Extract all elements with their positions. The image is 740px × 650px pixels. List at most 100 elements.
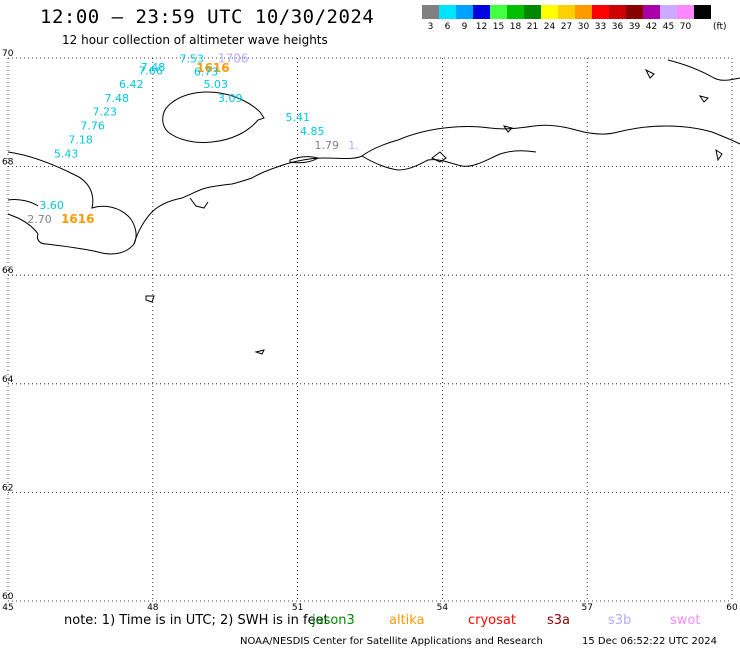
- axis-tick-labels: 45 48 51 54 57 60 70 68 66 64 62 60: [2, 49, 738, 613]
- legend-label: 42: [645, 22, 658, 32]
- legend-swatch: [558, 5, 575, 19]
- legend-swatch: [609, 5, 626, 19]
- wave-height-label: 7.53: [179, 52, 204, 65]
- wave-height-label: 7.23: [92, 106, 117, 119]
- legend-label: 9: [461, 22, 468, 32]
- wave-height-label: 7.48: [105, 92, 129, 105]
- legend-label: 45: [662, 22, 675, 32]
- mainland-north-coast: [133, 124, 740, 245]
- legend-item: 30: [575, 5, 592, 32]
- wave-height-label: 1616: [196, 61, 229, 75]
- small-island-1: [431, 151, 447, 163]
- wave-height-legend: 3 6 9 12 15 18 21 24 27 30 33 36 39 42 4…: [422, 5, 727, 32]
- legend-swatch: [592, 5, 609, 19]
- legend-item: 9: [456, 5, 473, 32]
- wave-height-label: 1.79: [314, 139, 339, 152]
- legend-label: 3: [427, 22, 434, 32]
- legend-swatch: [473, 5, 490, 19]
- legend-item: 39: [626, 5, 643, 32]
- credit-text: NOAA/NESDIS Center for Satellite Applica…: [240, 636, 543, 647]
- wave-height-label: 4.85: [300, 125, 325, 138]
- lon-tick-label: 45: [2, 603, 13, 613]
- legend-label: 6: [444, 22, 451, 32]
- sat-s3b: s3b: [608, 613, 632, 628]
- legend-swatch: [541, 5, 558, 19]
- lon-tick-label: 48: [147, 603, 159, 613]
- mezen-coast: [7, 199, 39, 207]
- islet-48E-66N: [145, 295, 155, 303]
- bay-inlet: [189, 197, 209, 209]
- islet-ne-1: [644, 68, 655, 79]
- wave-height-label: 7.76: [80, 120, 105, 133]
- islet-lake: [254, 349, 265, 355]
- lat-tick-label: 62: [2, 483, 13, 493]
- legend-item: 3: [422, 5, 439, 32]
- sat-cryosat: cryosat: [468, 613, 516, 628]
- lon-tick-label: 51: [292, 603, 303, 613]
- wave-height-label: 7.48: [141, 61, 166, 74]
- legend-item: 42: [643, 5, 660, 32]
- wave-height-label: 1.: [348, 139, 359, 152]
- lon-tick-label: 57: [581, 603, 592, 613]
- wave-height-label: 5.03: [203, 78, 228, 91]
- novaya-zemlya-tip: [667, 59, 740, 81]
- wave-height-label: 7.18: [68, 133, 93, 146]
- wave-height-label: 1616: [61, 212, 94, 226]
- islet-ne-2: [698, 95, 709, 103]
- legend-unit: (ft): [713, 22, 727, 32]
- map-subtitle: 12 hour collection of altimeter wave hei…: [62, 33, 328, 47]
- legend-label: 30: [577, 22, 590, 32]
- lat-tick-label: 68: [2, 158, 14, 168]
- small-island-2: [289, 156, 320, 164]
- islet-ne-3: [502, 125, 513, 133]
- legend-swatch: [456, 5, 473, 19]
- lat-tick-label: 64: [2, 375, 14, 385]
- wave-height-label: 6.73: [194, 65, 219, 78]
- legend-item: 15: [490, 5, 507, 32]
- pechora-delta: [361, 150, 537, 171]
- legend-swatch: [677, 5, 694, 19]
- legend-item: 12: [473, 5, 490, 32]
- wave-height-label: 3.60: [39, 199, 64, 212]
- lon-tick-label: 54: [437, 603, 449, 613]
- legend-swatch: [439, 5, 456, 19]
- mainland-west-coast: [7, 151, 137, 255]
- wave-height-label: 1706: [218, 51, 249, 65]
- wave-height-label: 6.42: [119, 78, 144, 91]
- legend-item: 45: [660, 5, 677, 32]
- wave-height-label: 5.43: [54, 147, 79, 160]
- graticule: [7, 57, 733, 602]
- sat-jason3: jason3: [312, 613, 355, 628]
- legend-swatch: [575, 5, 592, 19]
- legend-label: 36: [611, 22, 624, 32]
- wave-height-label: 2.70: [27, 213, 52, 226]
- legend-label: 27: [560, 22, 573, 32]
- legend-swatch: [660, 5, 677, 19]
- lon-tick-label: 60: [726, 603, 738, 613]
- legend-swatch: [524, 5, 541, 19]
- kolguev-island: [162, 91, 265, 143]
- lat-tick-label: 70: [2, 49, 14, 59]
- legend-label: 21: [526, 22, 539, 32]
- legend-label: 39: [628, 22, 641, 32]
- lat-tick-label: 60: [2, 592, 14, 602]
- map-title: 12:00 – 23:59 UTC 10/30/2024: [40, 6, 375, 28]
- legend-label: 24: [543, 22, 556, 32]
- coastline: [7, 59, 740, 355]
- sat-swot: swot: [670, 613, 701, 628]
- legend-item: 27: [558, 5, 575, 32]
- generated-timestamp: 15 Dec 06:52:22 UTC 2024: [582, 636, 717, 647]
- legend-label: 33: [594, 22, 607, 32]
- legend-item: [694, 5, 711, 32]
- legend-item: 33: [592, 5, 609, 32]
- legend-swatch: [422, 5, 439, 19]
- legend-label: 70: [679, 22, 692, 32]
- legend-item: 21: [524, 5, 541, 32]
- legend-item: 70: [677, 5, 694, 32]
- note-text: note: 1) Time is in UTC; 2) SWH is in fe…: [64, 613, 329, 628]
- legend-item: 36: [609, 5, 626, 32]
- legend-swatch: [507, 5, 524, 19]
- lat-tick-label: 66: [2, 266, 14, 276]
- legend-label: 12: [475, 22, 488, 32]
